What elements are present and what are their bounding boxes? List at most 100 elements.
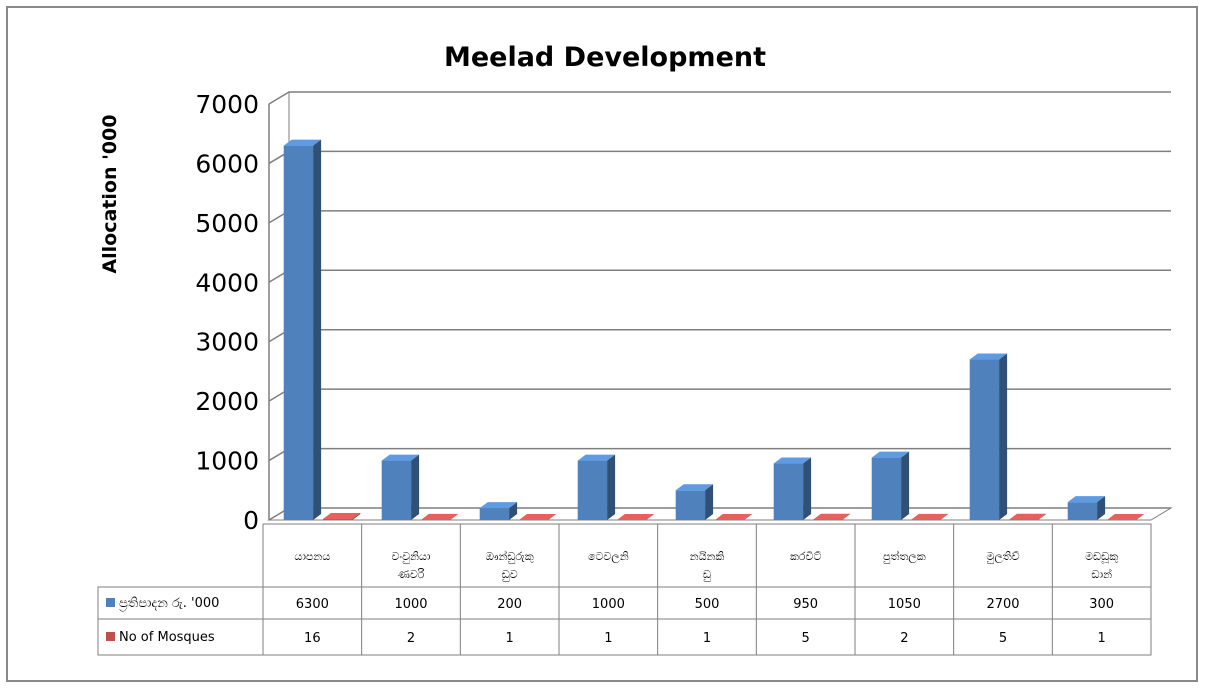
bar-top bbox=[322, 513, 361, 520]
bar-top bbox=[969, 353, 1008, 360]
bar-allocation bbox=[1067, 496, 1106, 520]
bar-top bbox=[871, 451, 910, 458]
bar-allocation bbox=[381, 454, 420, 520]
category-label: ඩුව bbox=[502, 568, 518, 581]
bar-mosques bbox=[616, 513, 655, 520]
bar-allocation bbox=[871, 451, 910, 520]
bar-mosques bbox=[910, 513, 949, 520]
bar-allocation bbox=[773, 457, 812, 520]
table-cell-value: 2700 bbox=[986, 597, 1019, 612]
bar-side bbox=[313, 139, 322, 520]
legend-label: No of Mosques bbox=[119, 630, 215, 645]
bar-side bbox=[509, 502, 518, 520]
gridline bbox=[268, 91, 1171, 105]
bar-mosques bbox=[1008, 513, 1047, 520]
bar-top bbox=[1067, 496, 1106, 503]
y-tick-label: 5000 bbox=[195, 209, 259, 238]
category-label: නයිනකි bbox=[690, 550, 725, 563]
table-cell-value: 1000 bbox=[592, 597, 625, 612]
bar-side bbox=[548, 513, 557, 520]
bar-side bbox=[901, 451, 910, 520]
bar-allocation bbox=[577, 454, 616, 520]
legend-swatch bbox=[106, 598, 115, 607]
bar-face bbox=[675, 490, 706, 520]
bar-mosques bbox=[714, 513, 753, 520]
legend-swatch bbox=[106, 632, 115, 641]
category-label: ටෙවලනි bbox=[588, 550, 629, 564]
category-label: කරවිට් bbox=[790, 550, 821, 563]
y-tick-label: 1000 bbox=[195, 447, 259, 476]
bar-face bbox=[479, 508, 510, 520]
table-cell-value: 1 bbox=[1098, 631, 1106, 646]
bar-side bbox=[705, 484, 714, 520]
bar-mosques bbox=[420, 513, 459, 520]
bar-allocation bbox=[969, 353, 1008, 520]
gridline bbox=[268, 150, 1171, 165]
bar-side bbox=[999, 353, 1008, 520]
bar-top bbox=[1008, 513, 1047, 520]
category-label: පුත්තලක bbox=[883, 549, 926, 564]
category-label: යාපනය bbox=[294, 550, 330, 563]
category-label: වංවුනියා bbox=[391, 550, 430, 563]
bar-side bbox=[411, 454, 420, 520]
table-cell-value: 6300 bbox=[296, 597, 329, 612]
table-cell-value: 500 bbox=[695, 597, 720, 612]
bar-top bbox=[381, 454, 420, 461]
bar-face bbox=[773, 463, 804, 520]
bar-top bbox=[479, 502, 518, 509]
gridline bbox=[268, 210, 1171, 224]
bar-top bbox=[714, 513, 753, 520]
bar-side bbox=[1136, 513, 1145, 520]
chart-title: Meelad Development bbox=[444, 42, 766, 73]
bar-top bbox=[773, 457, 812, 464]
bar-side bbox=[744, 513, 753, 520]
category-label: ණවරි bbox=[398, 568, 425, 581]
bar-top bbox=[420, 513, 459, 520]
bar-side bbox=[803, 457, 812, 520]
bar-side bbox=[842, 513, 851, 520]
table-cell-value: 1 bbox=[703, 631, 711, 646]
table-cell-value: 5 bbox=[802, 631, 810, 646]
category-label: ඩු bbox=[703, 568, 711, 581]
bar-mosques bbox=[1106, 513, 1145, 520]
bar-mosques bbox=[518, 513, 557, 520]
table-cell-value: 2 bbox=[407, 631, 415, 646]
table-cell-value: 950 bbox=[793, 597, 818, 612]
bar-top bbox=[577, 454, 616, 461]
y-tick-label: 2000 bbox=[195, 387, 259, 416]
y-tick-label: 7000 bbox=[195, 90, 259, 119]
bar-face bbox=[322, 519, 353, 520]
bar-side bbox=[646, 513, 655, 520]
chart-frame: Meelad Development Allocation '000 0 1000… bbox=[6, 6, 1198, 682]
legend-label: ප්‍රතිපාදන රු. '000 bbox=[119, 596, 220, 611]
table-cell-value: 1 bbox=[506, 631, 514, 646]
y-tick-label: 3000 bbox=[195, 328, 259, 357]
table-cell-value: 5 bbox=[999, 631, 1007, 646]
bar-top bbox=[910, 513, 949, 520]
category-label: මුලතිව් bbox=[986, 550, 1019, 564]
data-table bbox=[262, 523, 1152, 656]
category-label: ඖන්ඩුරුකු bbox=[486, 549, 534, 564]
category-label: ඩාන් bbox=[1091, 567, 1112, 581]
bar-face bbox=[1067, 502, 1098, 520]
table-cell-value: 16 bbox=[304, 631, 321, 646]
bar-side bbox=[1097, 496, 1106, 520]
bar-top bbox=[616, 513, 655, 520]
bar-top bbox=[1106, 513, 1145, 520]
gridline bbox=[268, 388, 1171, 402]
y-tick-label: 0 bbox=[243, 506, 259, 535]
data-table-legend-column bbox=[97, 586, 264, 656]
table-cell-value: 1000 bbox=[394, 597, 427, 612]
bar-side bbox=[607, 454, 616, 520]
bar-face bbox=[871, 457, 902, 520]
bar-face bbox=[969, 359, 1000, 520]
bar-side bbox=[940, 513, 949, 520]
table-cell-value: 1050 bbox=[888, 597, 921, 612]
plot-area: 0 1000 2000 3000 4000 5000 6000 7000 යාපනය වංවුනි… bbox=[97, 90, 1173, 656]
bar-side bbox=[450, 513, 459, 520]
bar-chart: Meelad Development Allocation '000 0 1000… bbox=[97, 42, 1173, 656]
bar-allocation bbox=[283, 139, 322, 520]
y-tick-label: 4000 bbox=[195, 268, 259, 297]
bar-top bbox=[518, 513, 557, 520]
bar-allocation bbox=[479, 502, 518, 520]
